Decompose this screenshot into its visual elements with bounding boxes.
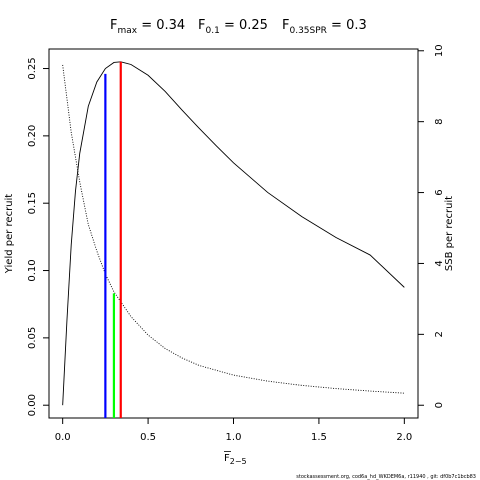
title-f01: F — [198, 18, 205, 33]
y-left-tick-label: 0.00 — [27, 394, 38, 416]
title-f035spr-value: = 0.3 — [327, 18, 367, 33]
chart-title: Fmax = 0.34 F0.1 = 0.25 F0.35SPR = 0.3 — [110, 18, 367, 36]
x-axis-title: F2−5 — [224, 453, 247, 466]
y-left-tick-label: 0.05 — [27, 327, 38, 349]
x-tick-label: 1.5 — [311, 432, 327, 443]
y-right-tick-label: 8 — [434, 118, 445, 124]
title-f035spr: F — [282, 18, 289, 33]
y-right-tick-label: 2 — [434, 331, 445, 337]
y-left-tick-label: 0.20 — [27, 125, 38, 147]
y-axis-right-title: SSB per recruit — [444, 196, 455, 271]
x-tick-label: 2.0 — [396, 432, 412, 443]
title-fmax-value: = 0.34 — [137, 18, 185, 33]
y-axis-left-title: Yield per recruit — [4, 194, 15, 275]
x-tick-label: 1.0 — [226, 432, 242, 443]
axis-ticks: 0.0 0.5 1.0 1.5 2.0 0.00 0.05 0.10 0.15 0.20 0.25 0… — [27, 44, 445, 443]
x-tick-label: 0.5 — [140, 432, 156, 443]
y-right-tick-label: 4 — [434, 260, 445, 266]
y-left-tick-label: 0.10 — [27, 259, 38, 281]
y-right-tick-label: 0 — [434, 402, 445, 408]
title-f01-value: = 0.25 — [220, 18, 268, 33]
y-left-tick-label: 0.25 — [27, 57, 38, 79]
yield-per-recruit-line — [62, 61, 405, 406]
title-fmax-sub: max — [117, 26, 137, 36]
title-f035spr-sub: 0.35SPR — [289, 26, 326, 36]
y-right-tick-label: 6 — [434, 189, 445, 195]
x-tick-label: 0.0 — [55, 432, 71, 443]
series-layer — [62, 61, 405, 406]
title-f01-sub: 0.1 — [205, 26, 219, 36]
reference-lines — [104, 61, 122, 418]
y-left-tick-label: 0.15 — [27, 192, 38, 214]
title-fmax: F — [110, 18, 117, 33]
y-right-tick-label: 10 — [434, 44, 445, 57]
footnote: stockassessment.org, cod6a_hd_WKDEM6a, r… — [296, 474, 476, 480]
